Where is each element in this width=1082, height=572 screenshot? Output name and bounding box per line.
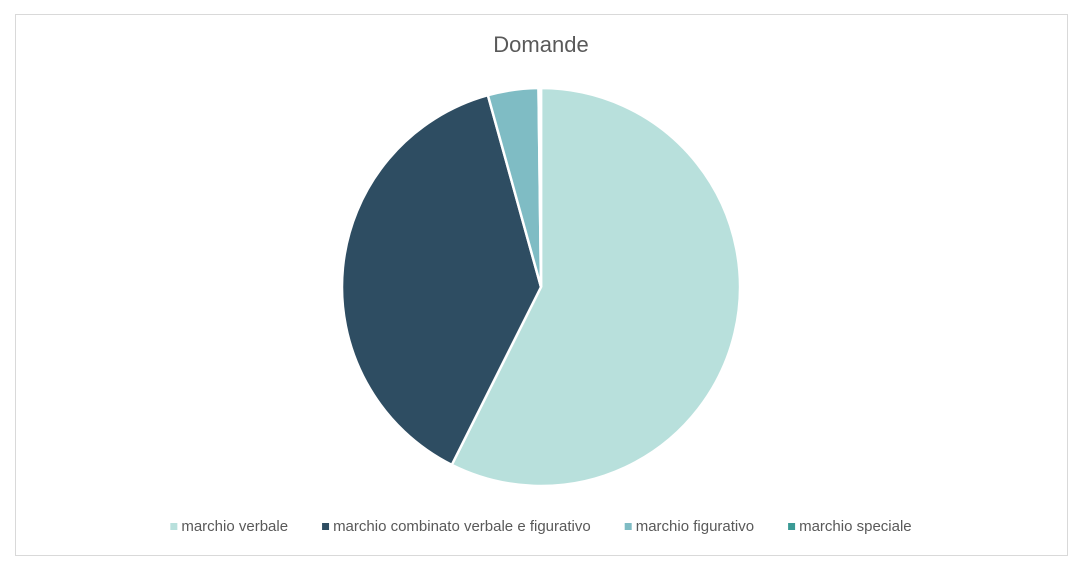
legend-label: marchio verbale [181, 518, 288, 535]
legend-label: marchio speciale [799, 518, 912, 535]
page: {"chart_data": {"type": "pie", "title": … [0, 0, 1082, 572]
legend-marker [170, 523, 177, 530]
legend-marker [322, 523, 329, 530]
chart: Domande marchio verbale marchio combinato… [0, 0, 1082, 572]
legend-label: marchio figurativo [636, 518, 754, 535]
chart-title: Domande [493, 32, 588, 57]
legend-marker [625, 523, 632, 530]
legend-marker [788, 523, 795, 530]
legend-label: marchio combinato verbale e figurativo [333, 518, 591, 535]
